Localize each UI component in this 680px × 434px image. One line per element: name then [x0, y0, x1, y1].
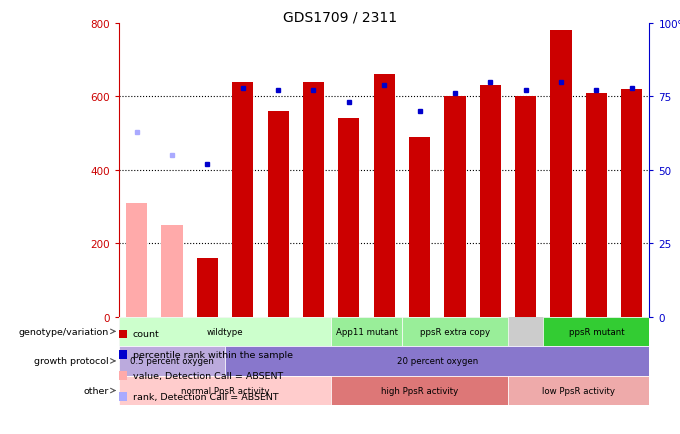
- Bar: [197, 258, 218, 317]
- Bar: [119, 376, 331, 405]
- Bar: [515, 97, 537, 317]
- Bar: [303, 82, 324, 317]
- Bar: [409, 138, 430, 317]
- Text: percentile rank within the sample: percentile rank within the sample: [133, 351, 292, 359]
- Text: 20 percent oxygen: 20 percent oxygen: [396, 357, 478, 365]
- Bar: [161, 225, 183, 317]
- Bar: [331, 376, 508, 405]
- Text: App11 mutant: App11 mutant: [335, 327, 398, 336]
- Bar: [444, 97, 466, 317]
- Text: ppsR extra copy: ppsR extra copy: [420, 327, 490, 336]
- Text: count: count: [133, 330, 159, 339]
- Bar: [585, 93, 607, 317]
- Bar: [550, 31, 572, 317]
- Text: value, Detection Call = ABSENT: value, Detection Call = ABSENT: [133, 372, 283, 380]
- Bar: [126, 203, 148, 317]
- Bar: [225, 346, 649, 376]
- Text: low PpsR activity: low PpsR activity: [542, 386, 615, 395]
- Bar: [119, 346, 225, 376]
- Text: high PpsR activity: high PpsR activity: [381, 386, 458, 395]
- Bar: [508, 376, 649, 405]
- Bar: [267, 112, 289, 317]
- Text: GDS1709 / 2311: GDS1709 / 2311: [283, 11, 397, 25]
- Bar: [543, 317, 649, 346]
- Bar: [338, 119, 360, 317]
- Text: rank, Detection Call = ABSENT: rank, Detection Call = ABSENT: [133, 392, 278, 401]
- Text: other: other: [83, 386, 108, 395]
- Bar: [331, 317, 402, 346]
- Text: genotype/variation: genotype/variation: [18, 327, 108, 336]
- Bar: [402, 317, 508, 346]
- Text: 0.5 percent oxygen: 0.5 percent oxygen: [130, 357, 214, 365]
- Text: wildtype: wildtype: [207, 327, 243, 336]
- Bar: [373, 75, 395, 317]
- Bar: [119, 317, 331, 346]
- Bar: [621, 90, 643, 317]
- Text: growth protocol: growth protocol: [34, 357, 108, 365]
- Text: normal PpsR activity: normal PpsR activity: [181, 386, 269, 395]
- Bar: [232, 82, 254, 317]
- Bar: [479, 86, 501, 317]
- Text: ppsR mutant: ppsR mutant: [568, 327, 624, 336]
